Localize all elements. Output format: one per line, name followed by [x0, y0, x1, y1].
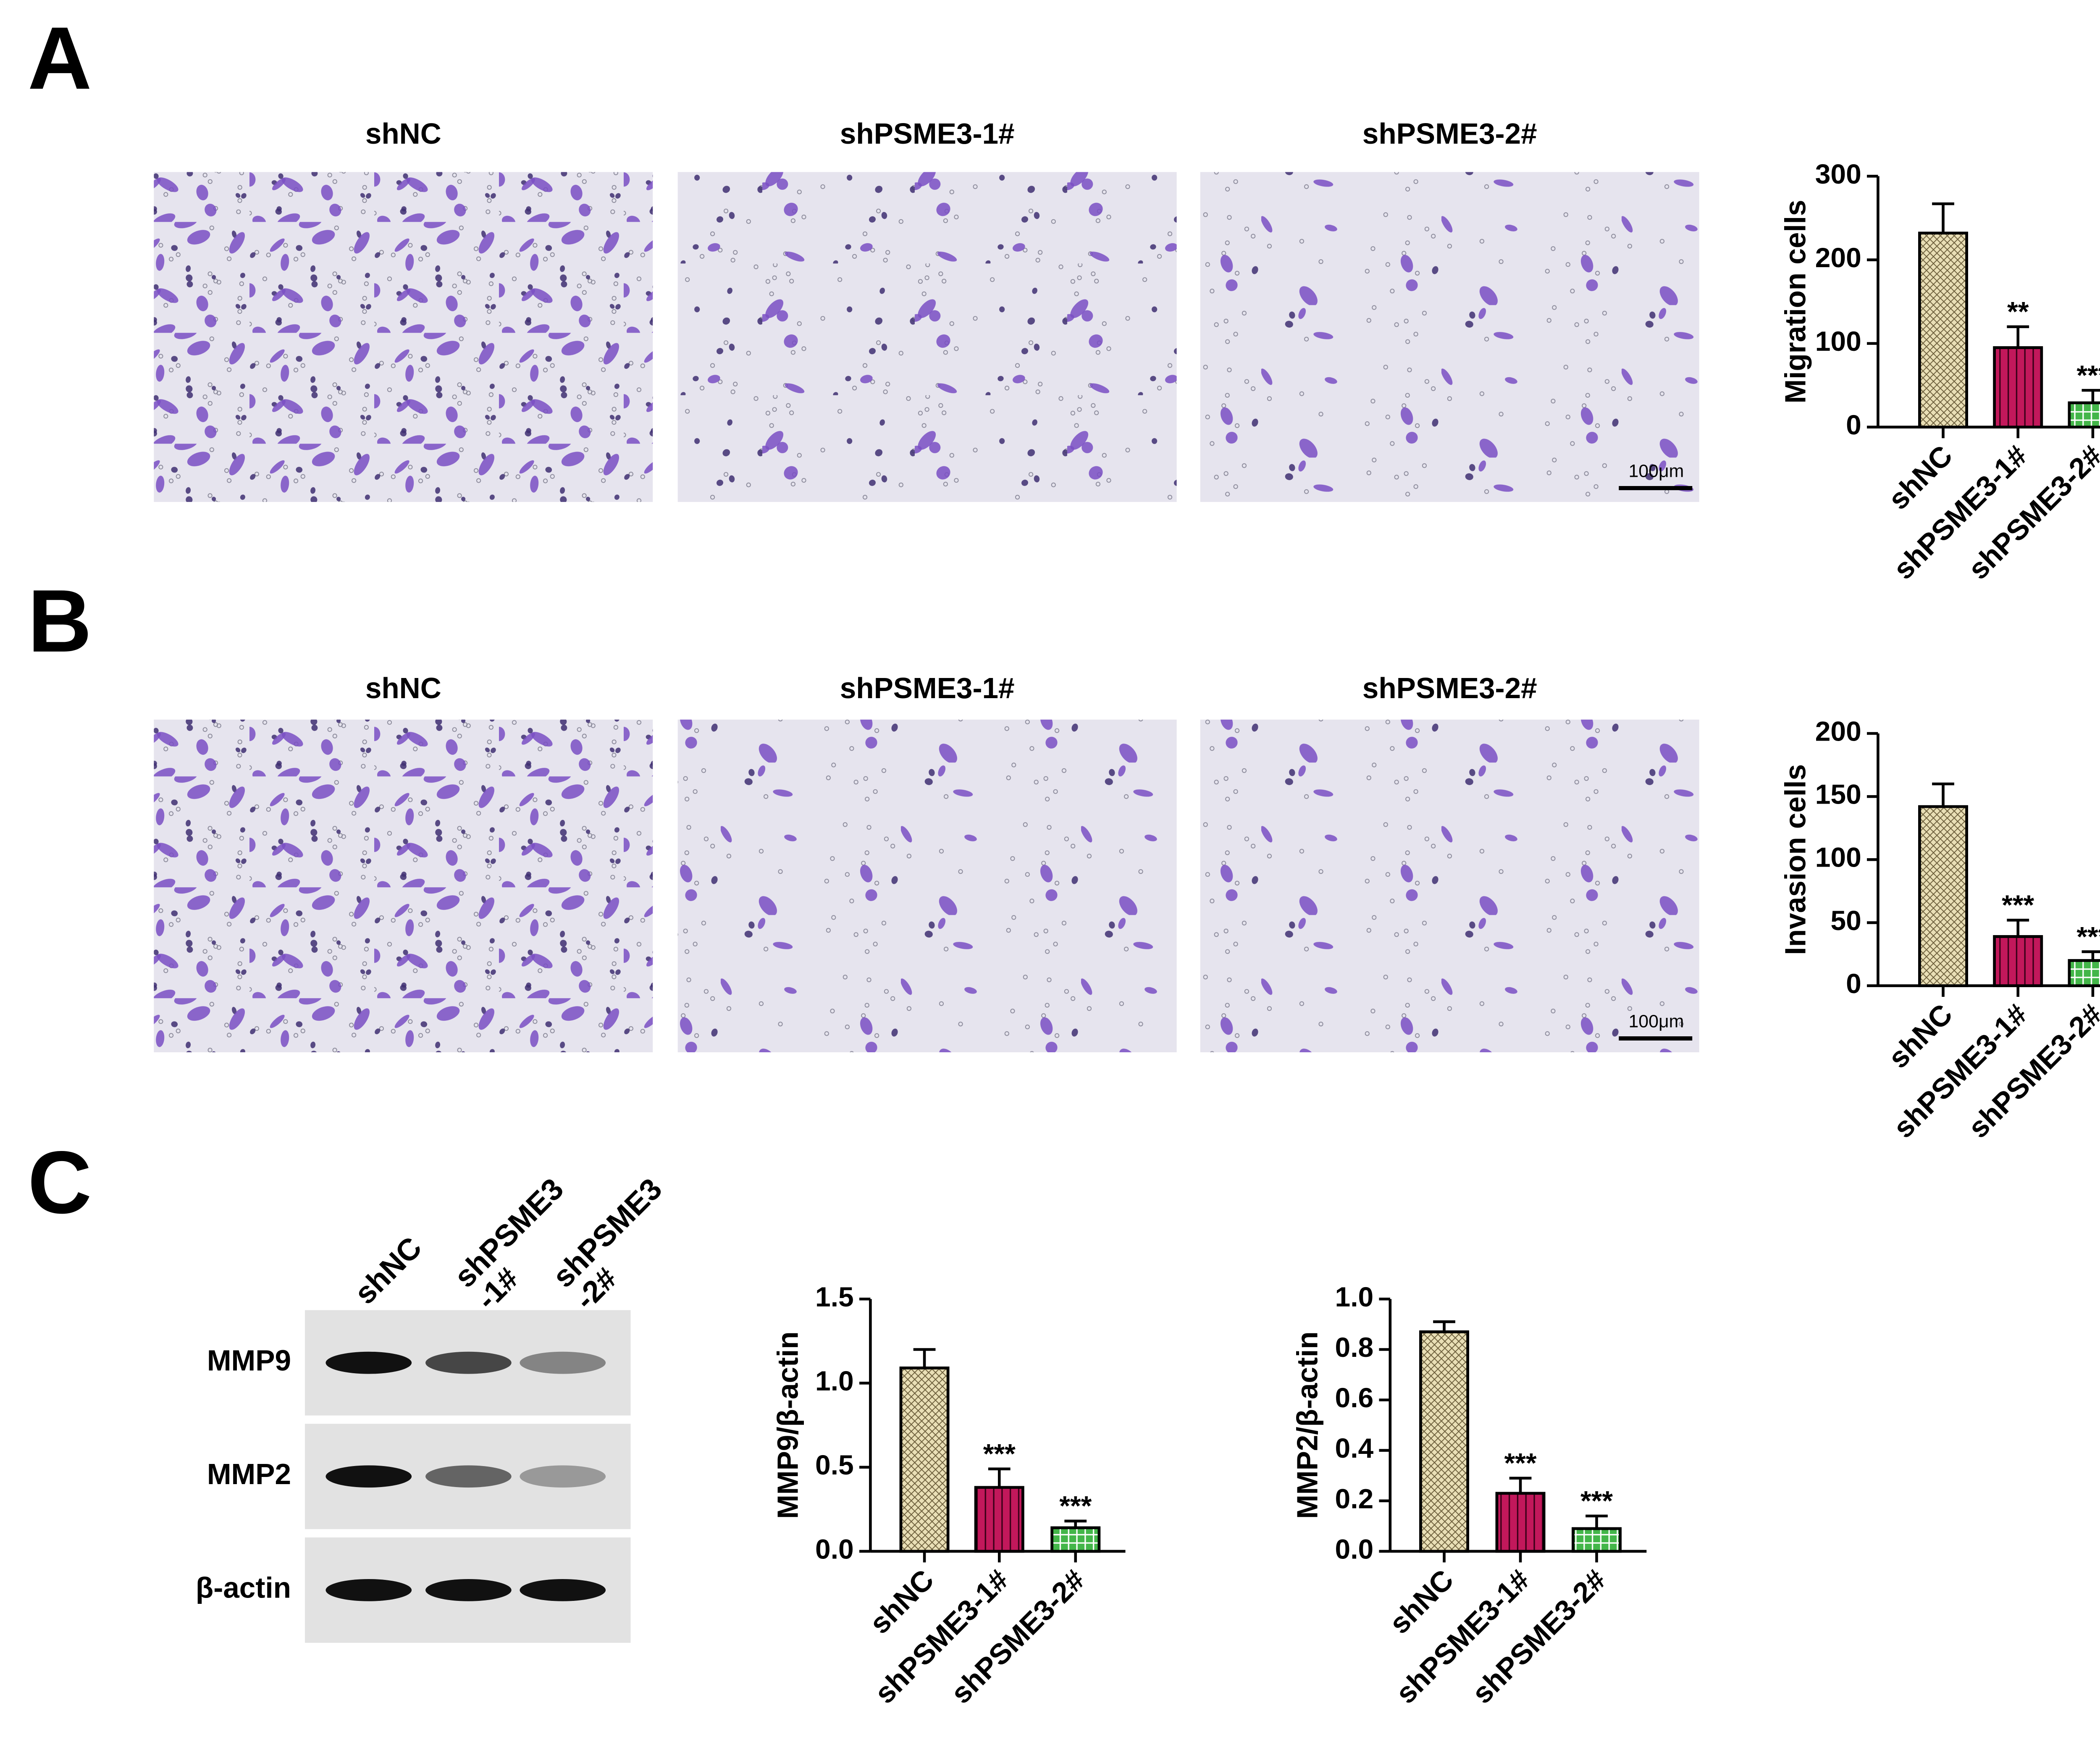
micrograph	[154, 172, 653, 502]
scale-bar-label: 100μm	[1628, 1012, 1684, 1032]
y-tick-label: 100	[1815, 842, 1861, 873]
y-tick-label: 200	[1815, 242, 1861, 273]
bar-hatch	[1495, 1492, 1546, 1553]
significance: ***	[1059, 1490, 1092, 1521]
bar-hatch	[1993, 346, 2043, 429]
blot-row-label: β-actin	[196, 1571, 291, 1604]
image-title: shNC	[365, 117, 441, 150]
bar-hatch	[2068, 959, 2100, 987]
bar-hatch	[1572, 1527, 1622, 1553]
blot-band	[326, 1465, 412, 1488]
bar-hatch	[1918, 805, 1968, 987]
bar-hatch	[899, 1366, 950, 1553]
y-tick-label: 0.4	[1335, 1432, 1374, 1464]
y-axis-label: Invasion cells	[1779, 764, 1811, 955]
blot-band	[520, 1579, 606, 1601]
significance: ***	[1504, 1448, 1537, 1479]
y-tick-label: 0.0	[815, 1533, 854, 1564]
scale-bar-label: 100μm	[1628, 461, 1684, 481]
blot-row-label: MMP9	[207, 1344, 291, 1377]
y-tick-label: 1.0	[815, 1365, 854, 1396]
y-tick-label: 0.8	[1335, 1332, 1374, 1363]
image-title: shPSME3-2#	[1362, 117, 1537, 150]
image-title: shPSME3-2#	[1362, 672, 1537, 704]
blot-band	[520, 1465, 606, 1488]
image-title: shPSME3-1#	[840, 672, 1015, 704]
y-tick-label: 1.5	[815, 1281, 854, 1312]
significance: ***	[2076, 360, 2100, 391]
y-tick-label: 0	[1846, 968, 1861, 999]
micrograph	[1200, 172, 1699, 502]
blot-band	[425, 1351, 512, 1374]
blot-band	[520, 1351, 606, 1374]
image-title: shNC	[365, 672, 441, 704]
y-axis-label: Migration cells	[1779, 200, 1811, 404]
image-title: shPSME3-1#	[840, 117, 1015, 150]
y-tick-label: 1.0	[1335, 1281, 1374, 1312]
blot-band	[425, 1465, 512, 1488]
micrograph	[677, 172, 1177, 502]
y-tick-label: 0.2	[1335, 1483, 1374, 1514]
micrograph	[154, 720, 653, 1052]
bar-hatch	[1993, 935, 2043, 987]
panel-label: A	[28, 8, 92, 108]
y-axis-label: MMP2/β-actin	[1291, 1331, 1324, 1519]
micrograph	[1200, 720, 1699, 1052]
bar-hatch	[1918, 231, 1968, 429]
y-tick-label: 50	[1830, 905, 1861, 936]
blot-band	[425, 1579, 512, 1601]
significance: ***	[2002, 889, 2034, 920]
significance: ***	[2076, 921, 2100, 952]
y-tick-label: 0	[1846, 409, 1861, 440]
panel-label: C	[28, 1133, 92, 1232]
significance: ***	[1580, 1485, 1613, 1516]
y-tick-label: 200	[1815, 715, 1861, 746]
bar-hatch	[2068, 401, 2100, 429]
micrograph	[677, 720, 1177, 1052]
y-tick-label: 100	[1815, 326, 1861, 357]
y-tick-label: 300	[1815, 158, 1861, 189]
bar-hatch	[1050, 1526, 1101, 1553]
significance: **	[2007, 296, 2029, 327]
bar-hatch	[974, 1486, 1024, 1553]
y-axis-label: MMP9/β-actin	[771, 1331, 804, 1519]
y-tick-label: 0.5	[815, 1449, 854, 1480]
significance: ***	[983, 1438, 1016, 1469]
blot-band	[326, 1351, 412, 1374]
y-tick-label: 0.6	[1335, 1382, 1374, 1413]
blot-band	[326, 1579, 412, 1601]
y-tick-label: 150	[1815, 779, 1861, 810]
blot-row-label: MMP2	[207, 1458, 291, 1490]
bar-hatch	[1419, 1330, 1469, 1553]
panel-label: B	[28, 571, 92, 670]
y-tick-label: 0.0	[1335, 1533, 1374, 1564]
